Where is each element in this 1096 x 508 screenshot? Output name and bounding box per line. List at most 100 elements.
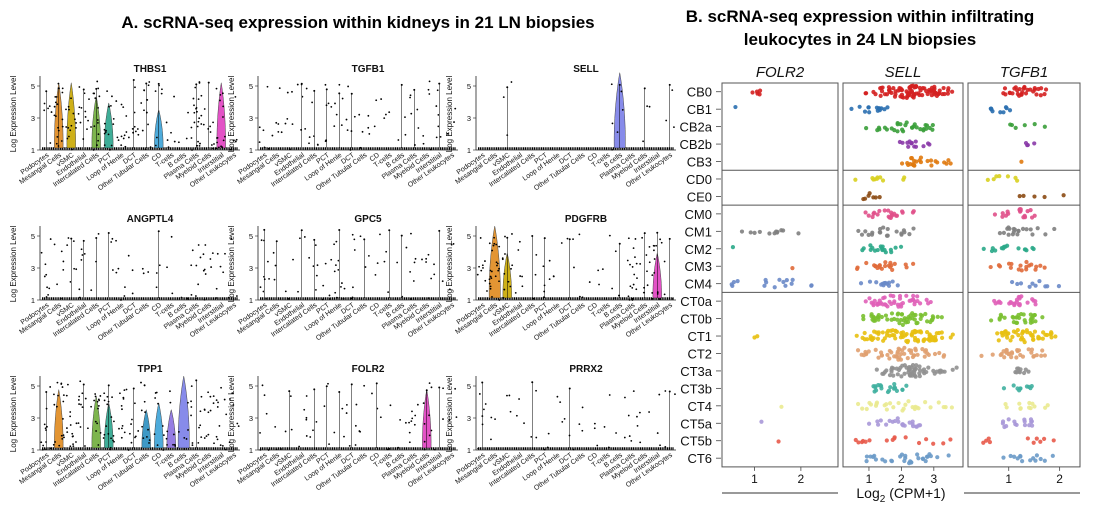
cell-point-cm1 bbox=[779, 228, 784, 233]
cell-point-cb2a bbox=[924, 126, 929, 131]
cell-point-cm0 bbox=[887, 215, 892, 220]
cell-point-cm0 bbox=[1022, 215, 1028, 220]
data-point bbox=[190, 137, 193, 139]
data-point bbox=[209, 258, 212, 260]
data-point bbox=[112, 439, 114, 442]
cell-point-ct6 bbox=[1050, 453, 1055, 458]
data-point bbox=[350, 130, 353, 132]
cell-point-cm1 bbox=[884, 233, 890, 238]
data-point bbox=[213, 442, 215, 445]
data-point bbox=[79, 426, 82, 428]
data-point bbox=[364, 266, 367, 268]
cell-point-ct0b bbox=[875, 314, 880, 320]
cell-point-cm2 bbox=[993, 248, 998, 253]
cluster-label-ct0a: CT0a bbox=[680, 294, 713, 309]
y-tick-label: 5 bbox=[31, 82, 35, 91]
data-point bbox=[66, 431, 69, 434]
data-point bbox=[68, 108, 70, 111]
panel-b-x-axis-title: Log2 (CPM+1) bbox=[722, 485, 1080, 505]
data-point bbox=[200, 123, 203, 125]
data-point bbox=[204, 244, 207, 246]
data-point bbox=[44, 263, 47, 266]
x-tick-label: 1 bbox=[866, 472, 873, 486]
data-point bbox=[109, 148, 111, 151]
data-point bbox=[193, 121, 196, 124]
cell-point-cb2b bbox=[913, 139, 918, 144]
data-point bbox=[45, 407, 48, 410]
cell-point-ct5a bbox=[1006, 417, 1011, 422]
data-point bbox=[635, 262, 638, 265]
data-point bbox=[627, 414, 630, 417]
cell-point-ct3a bbox=[940, 369, 945, 374]
y-tick-label: 3 bbox=[249, 114, 253, 123]
cell-point-cb0 bbox=[879, 85, 884, 91]
data-point bbox=[53, 105, 56, 108]
max-point bbox=[325, 385, 328, 388]
data-point bbox=[593, 427, 596, 430]
data-point bbox=[231, 392, 234, 395]
y-tick-label: 3 bbox=[249, 264, 253, 273]
cell-point-ct0b bbox=[1040, 315, 1045, 320]
cell-point-cm3 bbox=[892, 261, 897, 266]
data-point bbox=[481, 423, 484, 426]
y-tick-label: 3 bbox=[31, 114, 35, 123]
data-point bbox=[284, 122, 287, 125]
data-point bbox=[234, 140, 237, 143]
data-point bbox=[173, 433, 175, 436]
data-point bbox=[171, 292, 174, 295]
cell-point-cm1 bbox=[869, 232, 875, 237]
x-tick-label: 2 bbox=[798, 472, 805, 486]
data-point bbox=[303, 236, 306, 238]
data-point bbox=[405, 246, 408, 249]
cell-point-ct4 bbox=[1003, 402, 1008, 407]
data-point bbox=[333, 125, 336, 128]
data-point bbox=[598, 283, 600, 286]
y-tick-label: 5 bbox=[467, 382, 471, 391]
data-point bbox=[436, 89, 439, 92]
data-point bbox=[72, 445, 75, 448]
cell-point-ct2 bbox=[913, 348, 918, 353]
cell-point-ct1 bbox=[932, 338, 937, 343]
data-point bbox=[41, 448, 44, 451]
data-point bbox=[621, 108, 624, 111]
cell-point-ct5a bbox=[1029, 419, 1034, 424]
cell-point-cb0 bbox=[1013, 85, 1018, 90]
cell-point-cm3 bbox=[1038, 263, 1043, 268]
data-point bbox=[60, 140, 63, 142]
data-point bbox=[161, 88, 163, 91]
data-point bbox=[658, 298, 661, 300]
data-point bbox=[53, 403, 56, 406]
data-point bbox=[237, 425, 240, 427]
cell-point-ct1 bbox=[893, 336, 898, 341]
cell-point-cm0 bbox=[992, 212, 998, 217]
cell-point-ct5a bbox=[895, 416, 900, 421]
cell-point-cm1 bbox=[1006, 225, 1011, 230]
data-point bbox=[96, 400, 99, 403]
data-point bbox=[489, 285, 492, 288]
cell-point-ct1 bbox=[1041, 330, 1046, 335]
cluster-label-cb2b: CB2b bbox=[679, 137, 712, 152]
data-point bbox=[439, 135, 442, 138]
cell-point-cm3 bbox=[889, 263, 894, 268]
cell-point-ct4 bbox=[896, 400, 901, 406]
max-point bbox=[325, 88, 328, 91]
cell-point-ct4 bbox=[923, 400, 928, 405]
cell-point-cb0 bbox=[889, 90, 894, 95]
cell-point-ct1 bbox=[905, 340, 910, 345]
data-point bbox=[259, 286, 262, 289]
violin-vsmc bbox=[66, 82, 76, 149]
panel-b-title-line2: leukocytes in 24 LN biopsies bbox=[744, 30, 976, 49]
data-point bbox=[69, 411, 72, 413]
data-point bbox=[54, 101, 57, 104]
data-point bbox=[509, 410, 512, 413]
data-point bbox=[56, 135, 59, 138]
data-point bbox=[300, 128, 302, 131]
data-point bbox=[144, 148, 147, 151]
cell-point-ct0b bbox=[1031, 313, 1036, 318]
data-point bbox=[354, 424, 357, 427]
data-point bbox=[43, 275, 46, 278]
data-point bbox=[166, 443, 168, 446]
data-point bbox=[315, 288, 317, 291]
data-point bbox=[213, 143, 215, 145]
